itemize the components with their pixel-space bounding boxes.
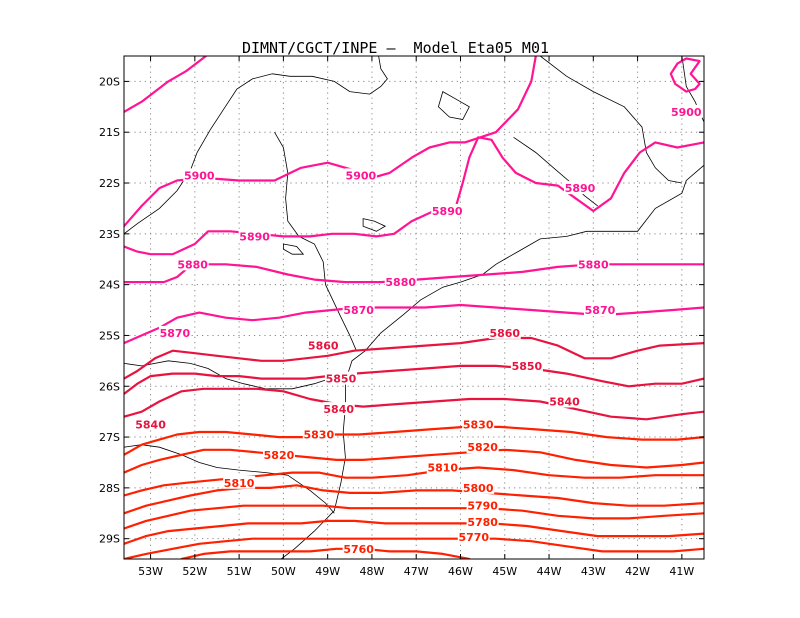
x-tick-label: 49W <box>315 565 340 578</box>
contour-label: 5840 <box>323 403 354 416</box>
y-tick-label: 20S <box>99 75 120 88</box>
y-tick-label: 23S <box>99 228 120 241</box>
contour-label: 5900 <box>671 106 702 119</box>
contour-label: 5890 <box>432 205 463 218</box>
contour-label: 5900 <box>184 169 215 182</box>
contour-label: 5830 <box>303 429 334 442</box>
y-tick-label: 24S <box>99 279 120 292</box>
contour-label: 5850 <box>512 360 543 373</box>
x-tick-label: 42W <box>625 565 650 578</box>
contour-label: 5890 <box>565 182 596 195</box>
contour-label: 5830 <box>463 418 494 431</box>
contour-label: 5850 <box>326 373 357 386</box>
x-tick-label: 43W <box>581 565 606 578</box>
x-tick-label: 52W <box>182 565 207 578</box>
contour-label: 5870 <box>160 327 191 340</box>
contour-label: 5890 <box>239 230 270 243</box>
x-tick-label: 50W <box>271 565 296 578</box>
contour-label: 5780 <box>467 516 498 529</box>
y-tick-label: 25S <box>99 329 120 342</box>
contour-label: 5840 <box>135 418 166 431</box>
contour-label: 5870 <box>585 304 616 317</box>
contour-label: 5820 <box>467 441 498 454</box>
contour-label: 5820 <box>264 449 295 462</box>
contour-label: 5860 <box>489 327 520 340</box>
contour-label: 5900 <box>346 169 377 182</box>
y-tick-label: 29S <box>99 533 120 546</box>
contour-label: 5880 <box>177 258 208 271</box>
x-tick-label: 45W <box>492 565 517 578</box>
contour-label: 5790 <box>467 500 498 513</box>
x-tick-label: 46W <box>448 565 473 578</box>
x-tick-label: 41W <box>669 565 694 578</box>
contour-label: 5860 <box>308 340 339 353</box>
y-tick-label: 27S <box>99 431 120 444</box>
y-tick-label: 21S <box>99 126 120 139</box>
contour-label: 5800 <box>463 482 494 495</box>
x-tick-label: 53W <box>138 565 163 578</box>
x-tick-label: 47W <box>404 565 429 578</box>
contour-label: 5840 <box>549 395 580 408</box>
y-tick-label: 26S <box>99 380 120 393</box>
x-tick-label: 48W <box>360 565 385 578</box>
contour-label: 5810 <box>224 477 255 490</box>
y-tick-label: 28S <box>99 482 120 495</box>
contour-label: 5760 <box>343 543 374 556</box>
x-tick-label: 51W <box>227 565 252 578</box>
contour-label: 5880 <box>385 276 416 289</box>
contour-label: 5810 <box>427 462 458 475</box>
y-tick-label: 22S <box>99 177 120 190</box>
contour-label: 5880 <box>578 258 609 271</box>
x-tick-label: 44W <box>537 565 562 578</box>
contour-label: 5870 <box>343 304 374 317</box>
contour-label: 5770 <box>458 531 489 544</box>
